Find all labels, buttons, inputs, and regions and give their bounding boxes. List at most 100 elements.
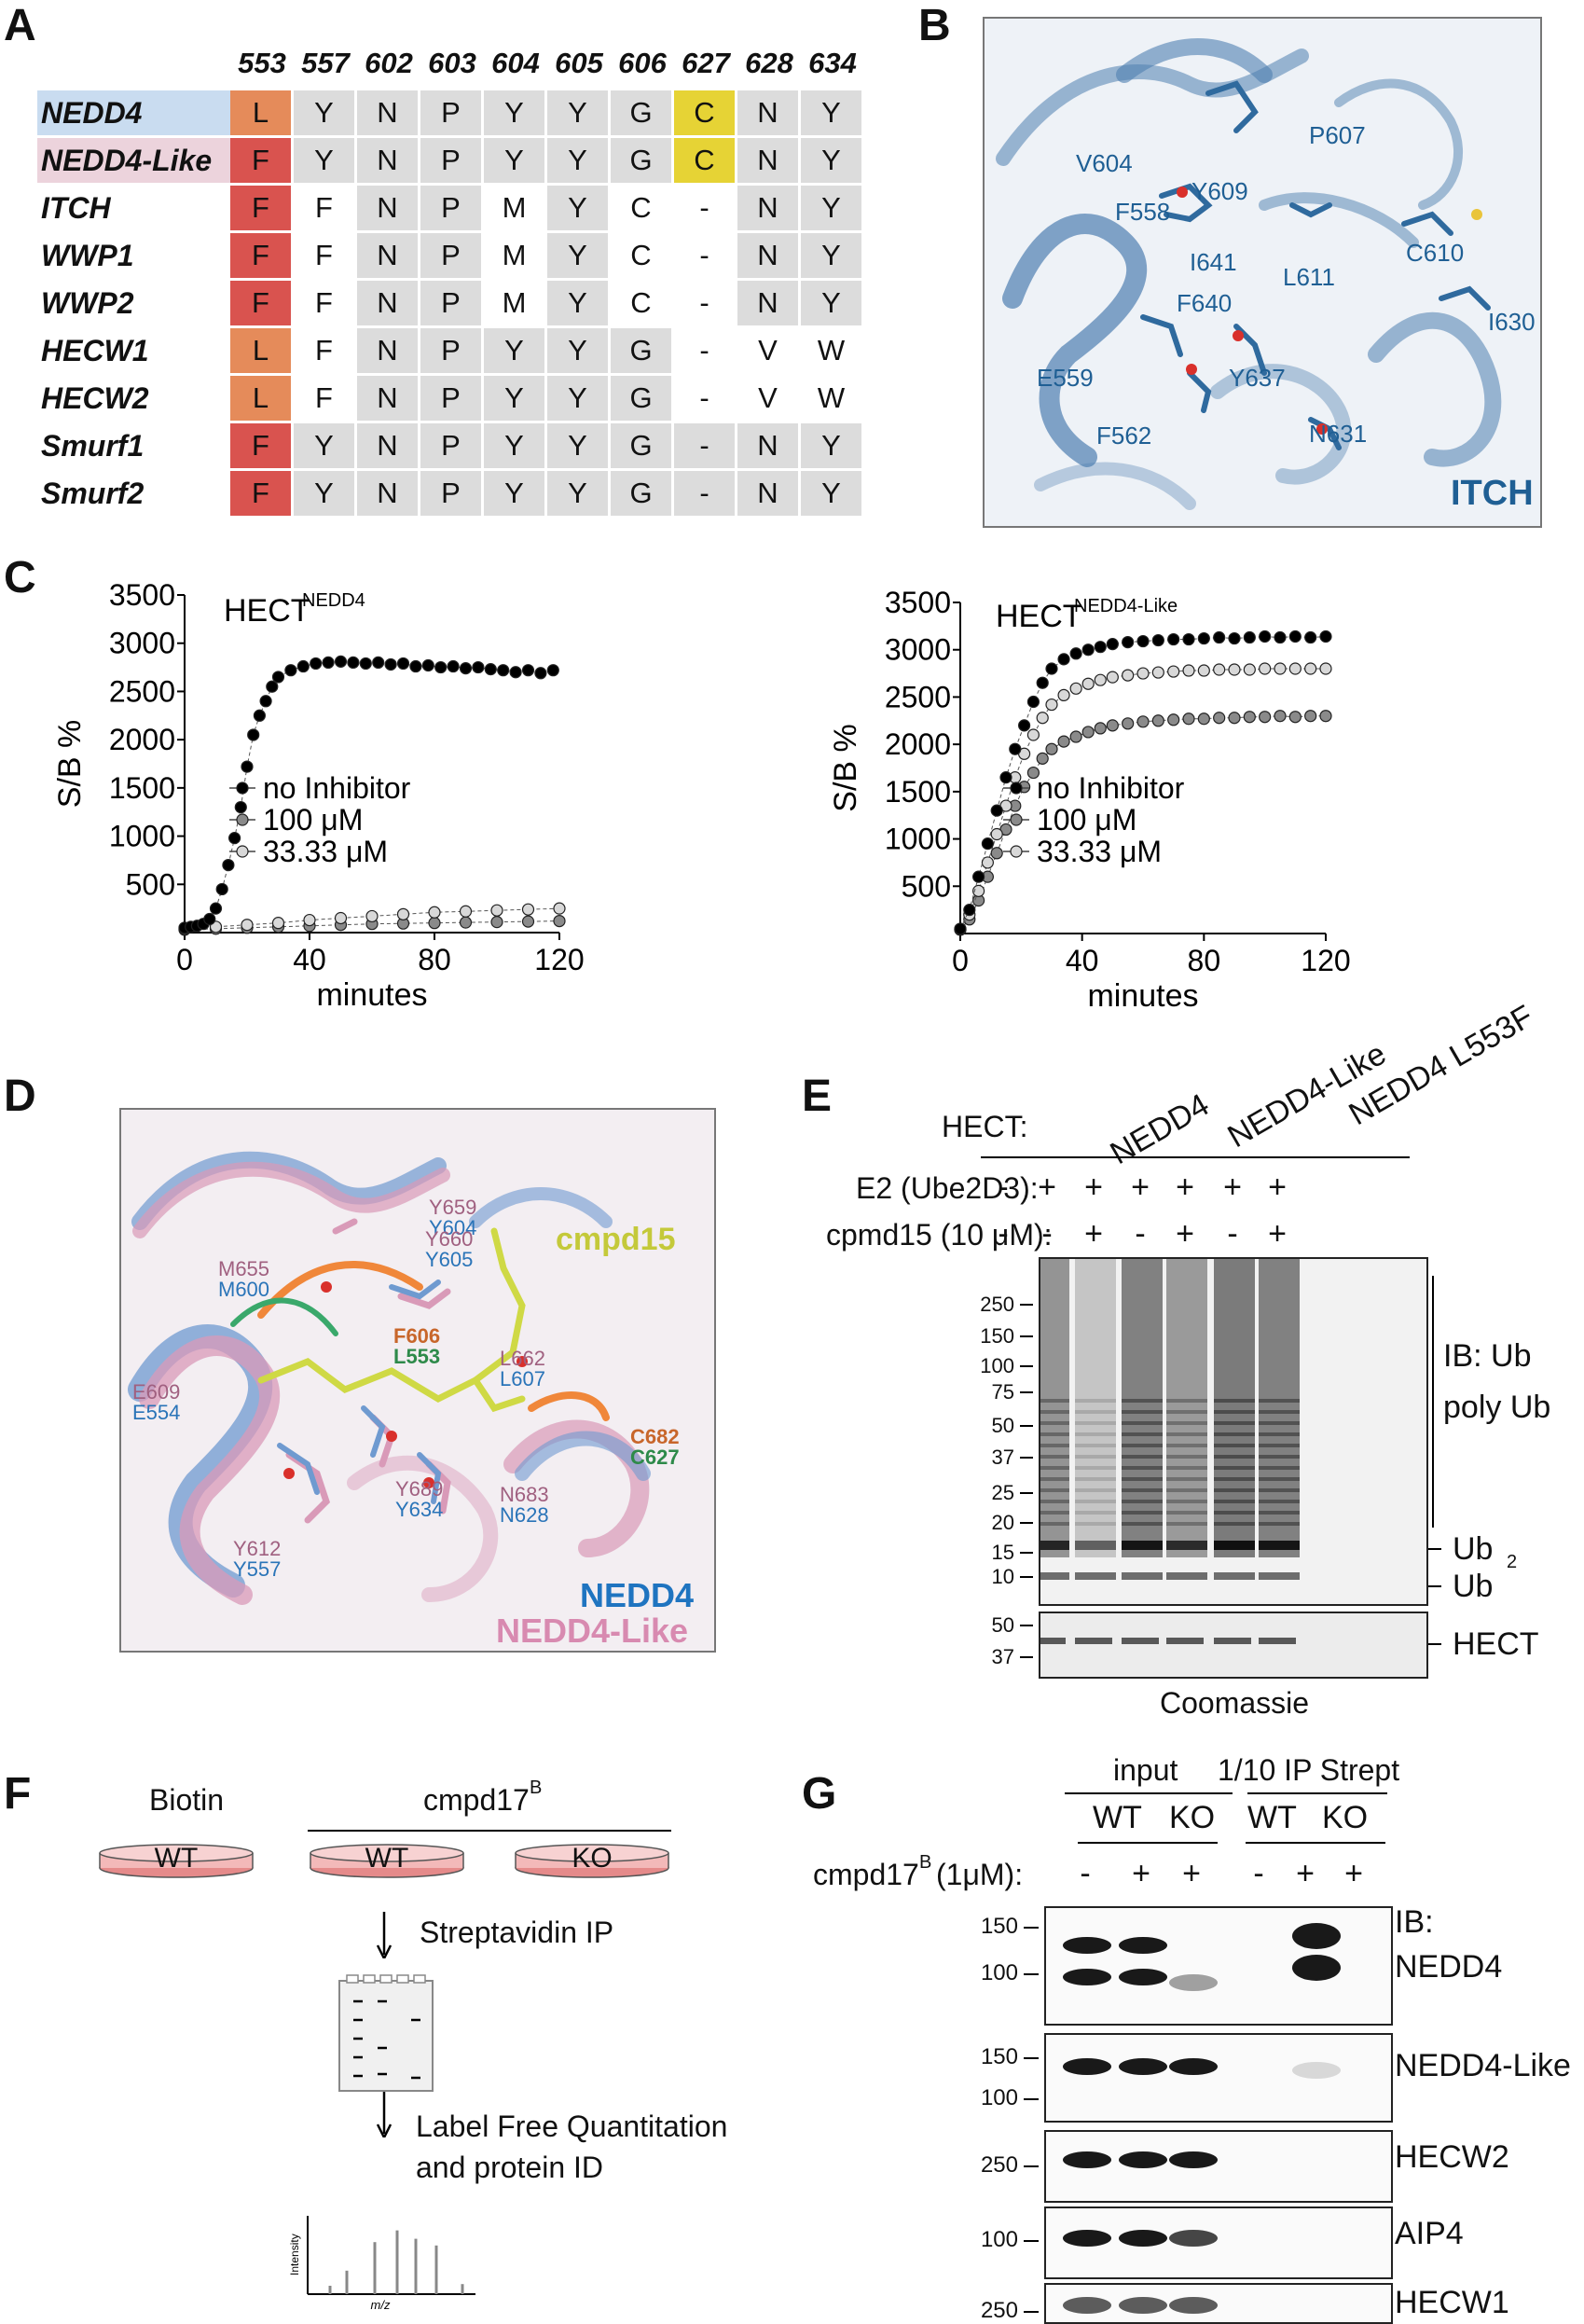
intensity-axis-label: Intensity	[288, 2234, 301, 2276]
data-point	[271, 671, 285, 684]
data-point	[1036, 676, 1049, 689]
mw-marker: 37	[991, 1645, 1014, 1668]
blot-strip	[1044, 2206, 1393, 2279]
compound-sign: +	[1268, 1216, 1287, 1252]
ub2-label: Ub	[1453, 1531, 1494, 1567]
data-point	[1106, 638, 1119, 651]
position-header: 603	[428, 47, 476, 79]
data-point	[1122, 635, 1135, 649]
legend-marker	[236, 813, 249, 826]
position-header: 557	[301, 47, 350, 79]
data-point	[1197, 664, 1210, 677]
data-point	[1182, 632, 1195, 646]
group-underline	[1177, 1156, 1307, 1158]
protein-id-step: and protein ID	[416, 2151, 604, 2184]
protein-name: WWP2	[41, 286, 134, 320]
ko2-header: KO	[1322, 1800, 1369, 1835]
lfq-step: Label Free Quantitation	[416, 2110, 728, 2143]
legend-marker	[1010, 813, 1023, 826]
ub-blot	[1039, 1257, 1428, 1606]
hect-label: HECT:	[942, 1110, 1028, 1143]
data-point	[1197, 712, 1210, 726]
data-point	[521, 664, 535, 677]
protein-name: NEDD4-Like	[37, 138, 232, 183]
residue-cell: Y	[801, 90, 861, 135]
data-point	[971, 884, 985, 897]
mw-marker: 250	[980, 2298, 1018, 2323]
legend-nedd4-like: NEDD4-Like	[496, 1612, 689, 1650]
protein-name: Smurf1	[41, 429, 145, 463]
residue-cell: F	[230, 233, 291, 278]
residue-cell: C	[630, 286, 652, 319]
data-point	[1045, 698, 1058, 712]
data-point	[963, 904, 976, 917]
residue-cell: Y	[484, 376, 544, 421]
residue-cell: -	[699, 381, 709, 414]
data-point	[1274, 662, 1287, 675]
residue-cell: M	[502, 286, 527, 319]
data-point	[396, 907, 410, 920]
mw-marker: 50	[991, 1613, 1014, 1637]
residue-cell: F	[315, 239, 333, 271]
residue-label-nedd4: E554	[132, 1401, 181, 1424]
e2-sign: +	[1223, 1169, 1242, 1205]
residue-label-nedd4: Y604	[429, 1216, 477, 1239]
residue-cell: Y	[801, 186, 861, 230]
compound-sign: +	[1084, 1216, 1103, 1252]
data-point	[1069, 730, 1082, 743]
data-point	[1009, 742, 1022, 755]
x-tick-label: 80	[418, 943, 451, 976]
data-point	[428, 906, 441, 919]
residue-label: P607	[1309, 121, 1366, 149]
residue-cell: N	[737, 138, 798, 183]
data-point	[222, 859, 235, 872]
data-point	[253, 709, 266, 722]
data-point	[1036, 752, 1049, 765]
mw-marker: 250	[980, 1293, 1014, 1316]
e2-sign: +	[1268, 1169, 1287, 1205]
biotin-label: Biotin	[149, 1783, 225, 1817]
residue-cell: F	[315, 286, 333, 319]
residue-label-nedd4l: L662	[500, 1347, 545, 1370]
mw-tick	[1020, 1304, 1033, 1306]
data-point	[1026, 695, 1040, 709]
compound-sign: -	[1135, 1216, 1146, 1252]
data-point	[1288, 662, 1302, 675]
position-header: 634	[808, 47, 857, 79]
spectrum-glyph: Intensity m/z	[288, 2216, 475, 2312]
residue-cell: N	[357, 233, 418, 278]
data-point	[1213, 663, 1226, 676]
data-point	[990, 804, 1003, 817]
mw-marker: 75	[991, 1380, 1014, 1404]
dish-label: KO	[572, 1843, 613, 1874]
data-point	[284, 664, 297, 677]
residue-cell: F	[315, 334, 333, 367]
data-point	[1213, 630, 1226, 644]
data-point	[1045, 742, 1058, 755]
position-header: 606	[618, 47, 667, 79]
data-point	[396, 657, 410, 671]
mw-marker: 150	[980, 1324, 1014, 1348]
residue-label: C610	[1406, 239, 1465, 267]
protein-name: HECW1	[41, 334, 149, 367]
e2-label: E2 (Ube2D3):	[856, 1171, 1039, 1205]
compound-label: cmpd17	[423, 1783, 530, 1817]
residue-cell: Y	[801, 281, 861, 325]
chart-title-sup: NEDD4	[302, 590, 365, 611]
overlay-structure-image	[128, 1151, 651, 1605]
residue-label-nedd4l: C682	[630, 1425, 680, 1448]
mw-tick	[1020, 1656, 1033, 1658]
data-point	[459, 916, 473, 929]
mw-tick	[1020, 1335, 1033, 1337]
compound-sign: -	[1253, 1856, 1264, 1891]
e2-sign: -	[998, 1169, 1009, 1205]
residue-cell: Y	[801, 233, 861, 278]
data-point	[981, 837, 995, 851]
legend-nedd4: NEDD4	[580, 1576, 695, 1614]
hect-band-label: HECT	[1453, 1626, 1539, 1662]
residue-cell: L	[230, 328, 291, 373]
data-point	[203, 912, 216, 926]
blot-image	[1063, 2297, 1218, 2314]
residue-cell: P	[420, 186, 481, 230]
data-point	[1026, 728, 1040, 741]
